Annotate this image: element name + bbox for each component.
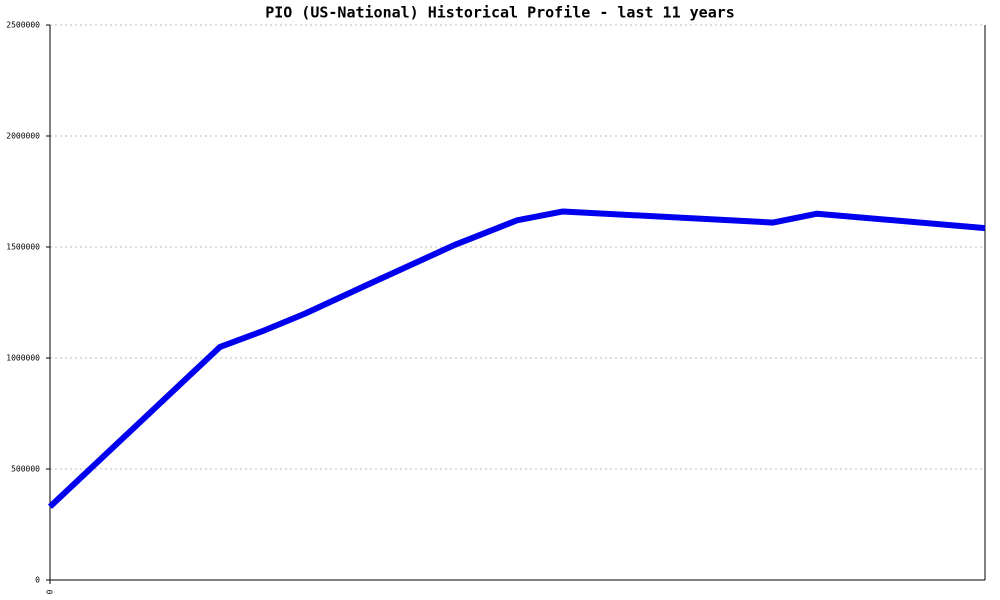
data-line <box>47 208 986 509</box>
y-tick-label: 2500000 <box>6 21 40 30</box>
y-tick-label: 2000000 <box>6 132 40 141</box>
y-tick-label: 500000 <box>11 465 40 474</box>
y-tick-label: 1500000 <box>6 243 40 252</box>
y-tick-label: 1000000 <box>6 354 40 363</box>
x-tick-label: 0 <box>46 589 55 594</box>
y-tick-label: 0 <box>35 576 40 585</box>
chart-title: PIO (US-National) Historical Profile - l… <box>265 4 735 22</box>
